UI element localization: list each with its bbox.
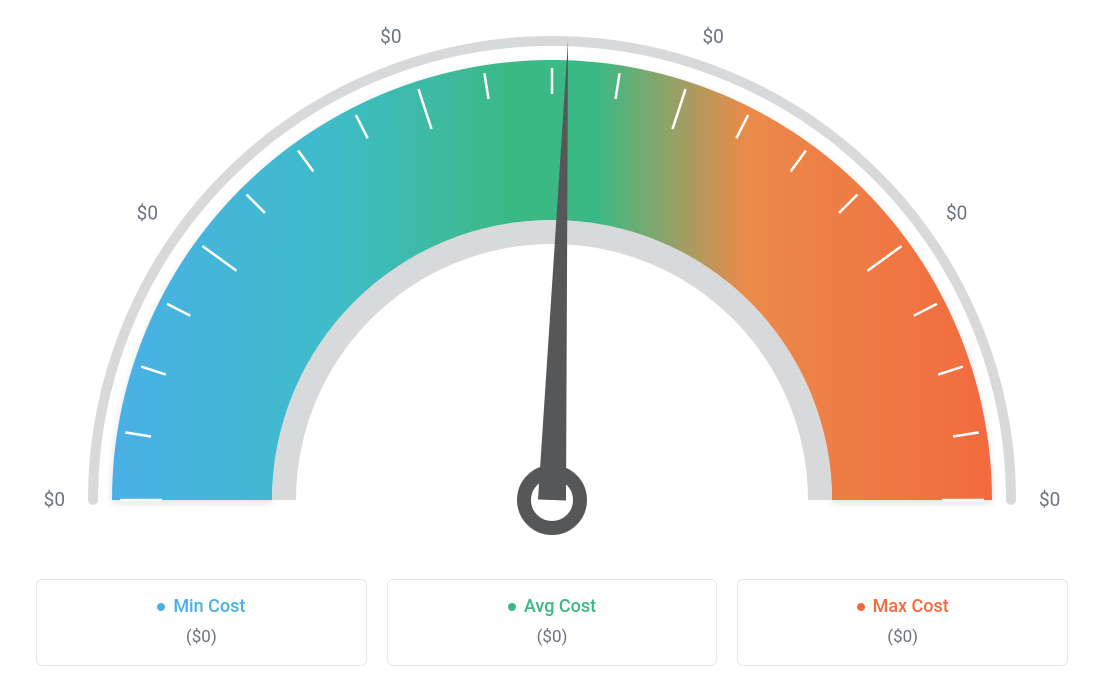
legend-title-min: Min Cost: [157, 596, 245, 617]
legend-title-avg: Avg Cost: [508, 596, 596, 617]
gauge-tick-label: $0: [380, 25, 401, 48]
dot-icon: [857, 603, 865, 611]
gauge-tick-label: $0: [702, 25, 723, 48]
legend-label: Max Cost: [873, 596, 949, 617]
gauge-tick-label: $0: [1039, 488, 1060, 511]
legend-label: Min Cost: [173, 596, 245, 617]
legend-title-max: Max Cost: [857, 596, 949, 617]
gauge-chart: $0 $0 $0 $0 $0 $0: [0, 0, 1104, 560]
dot-icon: [157, 603, 165, 611]
legend-value: ($0): [738, 627, 1067, 647]
legend-value: ($0): [388, 627, 717, 647]
legend-value: ($0): [37, 627, 366, 647]
gauge-tick-label: $0: [946, 202, 967, 225]
gauge-tick-label: $0: [137, 202, 158, 225]
legend-label: Avg Cost: [524, 596, 596, 617]
legend-row: Min Cost ($0) Avg Cost ($0) Max Cost ($0…: [36, 579, 1068, 667]
dot-icon: [508, 603, 516, 611]
gauge-tick-label: $0: [44, 488, 65, 511]
legend-card-avg: Avg Cost ($0): [387, 579, 718, 667]
legend-card-max: Max Cost ($0): [737, 579, 1068, 667]
legend-card-min: Min Cost ($0): [36, 579, 367, 667]
gauge-svg: $0 $0 $0 $0 $0 $0: [0, 0, 1104, 560]
